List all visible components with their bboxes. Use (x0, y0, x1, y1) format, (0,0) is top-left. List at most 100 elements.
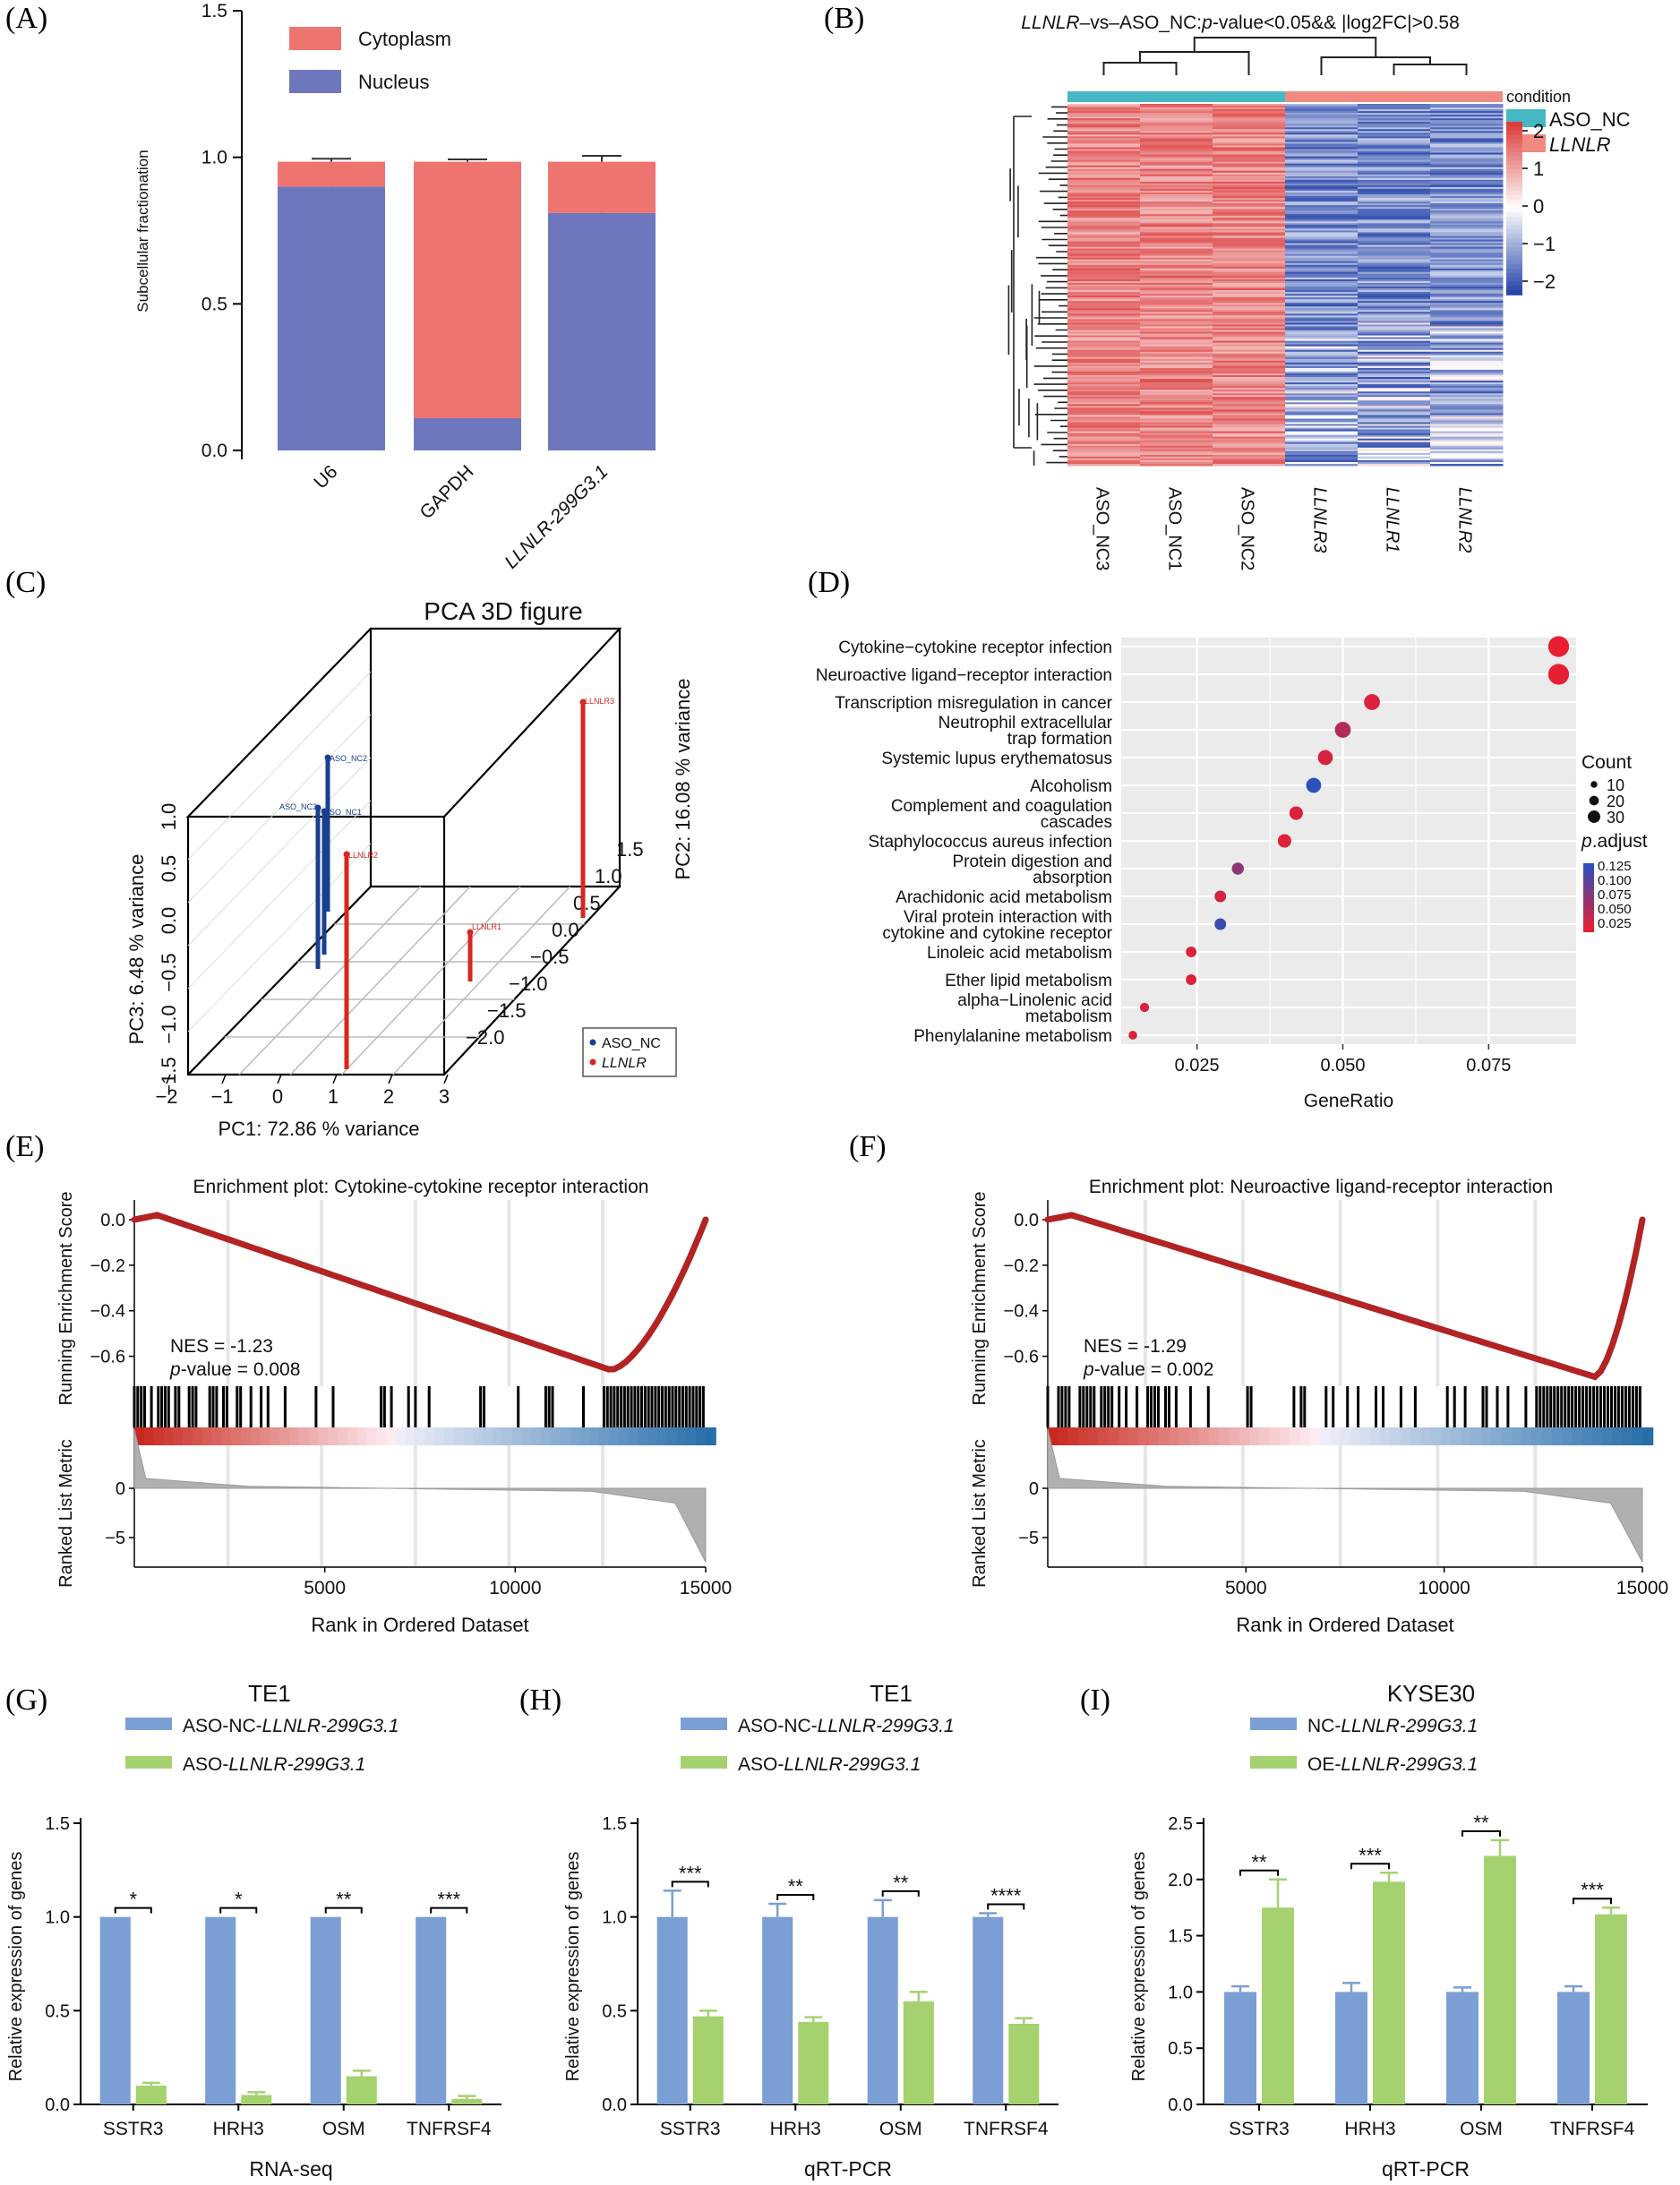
legend-scale-step (1583, 873, 1594, 878)
heatmap-cell (1213, 212, 1286, 215)
legend-dot (589, 1039, 596, 1046)
heatmap-cell (1213, 413, 1286, 416)
legend-box (582, 1027, 677, 1077)
heatmap-cell (1140, 358, 1213, 362)
heatmap-cell (1285, 264, 1359, 268)
significance-label: * (235, 1889, 243, 1911)
y-tick-label: 1.0 (1168, 1983, 1193, 2002)
heatmap-cell (1358, 337, 1431, 340)
heatmap-cell (1285, 192, 1359, 195)
heatmap-cell (1140, 248, 1213, 252)
heatmap-cell (1213, 136, 1286, 139)
heatmap-cell (1067, 328, 1141, 330)
x-tick-label: HRH3 (213, 2119, 264, 2139)
rank-color-strip (424, 1427, 436, 1445)
heatmap-cell (1213, 200, 1286, 202)
label-part: ASO-NC- (738, 1716, 818, 1736)
heatmap-cell (1067, 381, 1141, 383)
term-label: Neutrophil extracellular (939, 714, 1113, 733)
heatmap-cell (1358, 296, 1431, 298)
term-dot (1128, 1031, 1137, 1040)
term-label: absorption (1033, 869, 1112, 887)
heatmap-cell (1213, 227, 1286, 229)
rank-color-strip (1290, 1427, 1301, 1445)
heatmap-cell (1067, 219, 1141, 222)
heatmap-cell (1430, 390, 1504, 392)
heatmap-cell (1213, 131, 1286, 133)
heatmap-cell (1140, 237, 1213, 240)
heatmap-cell (1430, 221, 1504, 224)
heatmap-cell (1067, 271, 1141, 275)
heatmap-cell (1067, 433, 1141, 436)
legend-dot (1590, 781, 1598, 788)
panel-letter-i: (I) (1080, 1684, 1110, 1717)
heatmap-cell (1285, 250, 1359, 253)
heatmap-cell (1067, 252, 1141, 255)
heatmap-cell (1140, 280, 1213, 284)
heatmap-cell (1213, 434, 1286, 438)
term-dot (1214, 890, 1227, 903)
scale-step (1506, 186, 1522, 193)
heatmap-cell (1285, 252, 1359, 255)
rank-color-strip (183, 1427, 193, 1445)
heatmap-cell (1067, 452, 1141, 456)
heatmap-cell (1285, 463, 1359, 467)
heatmap-cell (1358, 304, 1431, 307)
heatmap-cell (1140, 111, 1213, 114)
heatmap-cell (1358, 297, 1431, 300)
heatmap-cell (1140, 355, 1213, 358)
heatmap-cell (1140, 124, 1213, 126)
heatmap-cell (1285, 296, 1359, 298)
heatmap-cell (1358, 104, 1431, 107)
heatmap-cell (1358, 303, 1431, 305)
heatmap-cell (1213, 313, 1286, 316)
heatmap-cell (1067, 131, 1141, 133)
heatmap-cell (1358, 429, 1431, 433)
pca-point-label: LLNLR1 (472, 922, 501, 931)
heatmap-cell (1430, 277, 1504, 280)
heatmap-cell (1358, 344, 1431, 347)
heatmap-cell (1430, 212, 1504, 215)
heatmap-cell (1067, 377, 1141, 380)
rank-color-strip (1330, 1427, 1341, 1445)
heatmap-cell (1430, 104, 1504, 107)
heatmap-cell (1067, 198, 1141, 201)
heatmap-cell (1358, 362, 1431, 365)
heatmap-cell (1358, 177, 1431, 181)
heatmap-cell (1285, 113, 1359, 116)
heatmap-cell (1285, 104, 1359, 107)
heatmap-cell (1140, 165, 1213, 168)
heatmap-cell (1067, 214, 1141, 217)
significance-bracket (1573, 1898, 1612, 1905)
heatmap-cell (1213, 297, 1286, 300)
heatmap-cell (1140, 313, 1213, 316)
heatmap-cell (1213, 141, 1286, 144)
heatmap-cell (1358, 278, 1431, 282)
rank-color-strip (501, 1427, 513, 1445)
x-tick-label: 10000 (489, 1578, 541, 1598)
rank-color-strip (618, 1427, 630, 1445)
heatmap-cell (1140, 328, 1213, 330)
heatmap-cell (1358, 398, 1431, 401)
bar (99, 1916, 131, 2104)
rank-color-strip (260, 1427, 271, 1445)
heatmap-cell (1140, 351, 1213, 355)
heatmap-cell (1213, 176, 1286, 179)
rank-color-strip (1390, 1427, 1401, 1445)
ranked-metric-area (1047, 1428, 1643, 1563)
heatmap-cell (1430, 308, 1504, 311)
heatmap-cell (1358, 382, 1431, 385)
column-dendrogram (1102, 37, 1468, 75)
x-axis-label: GeneRatio (1304, 1091, 1393, 1111)
scale-step (1506, 122, 1522, 127)
heatmap-cell (1430, 406, 1504, 408)
condition-bar-llnlr (1285, 91, 1503, 102)
chart-e: Enrichment plot: Cytokine-cytokine recep… (56, 1177, 732, 1636)
heatmap-cell (1430, 315, 1504, 318)
significance-label: ** (336, 1889, 352, 1911)
rank-color-strip (1309, 1427, 1321, 1445)
heatmap-cell (1067, 440, 1141, 443)
heatmap-cell (1067, 429, 1141, 433)
heatmap-cell (1067, 257, 1141, 261)
heatmap-cell (1358, 192, 1431, 195)
